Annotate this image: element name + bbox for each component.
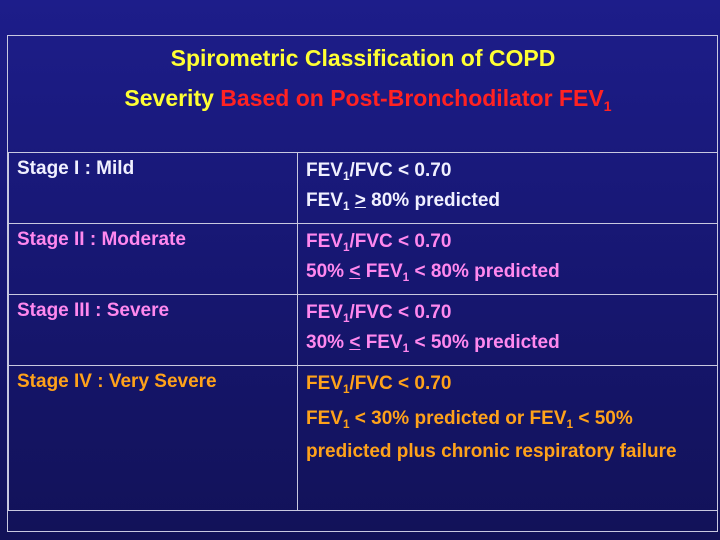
fev-mid: FEV [360,332,403,353]
table-row-stage-2: Stage II : Moderate FEV1/FVC < 0.70 50% … [8,223,718,295]
stage-2-criteria: FEV1/FVC < 0.70 50% < FEV1 < 80% predict… [297,223,718,295]
ratio-post: /FVC < 0.70 [349,160,452,181]
fev-sub-2: 1 [566,418,574,432]
fev-sub: 1 [402,342,410,356]
ratio-post: /FVC < 0.70 [349,373,452,394]
ratio-post: /FVC < 0.70 [349,231,452,252]
slide-title: Spirometric Classification of COPD Sever… [8,36,718,152]
stage-4-extra: predicted plus chronic respiratory failu… [306,441,677,462]
fev-post: < 50% [573,408,633,429]
title-line-1: Spirometric Classification of COPD [170,45,556,71]
title-subscript: 1 [603,98,612,115]
stage-2-fev: 50% < FEV1 < 80% predicted [306,257,709,287]
fev-post: < 50% predicted [409,332,560,353]
stage-1-label: Stage I : Mild [8,152,298,224]
ratio-sub: 1 [342,170,350,184]
fev-mid: < 30% predicted or FEV [349,408,567,429]
ratio-pre: FEV [306,373,343,394]
fev-pre: FEV [306,408,343,429]
title-severity: Severity [124,85,221,111]
fev-pre: FEV [306,190,343,211]
stage-1-fev: FEV1 > 80% predicted [306,186,709,216]
fev-post: 80% predicted [365,190,500,211]
stage-3-criteria: FEV1/FVC < 0.70 30% < FEV1 < 50% predict… [297,294,718,366]
ratio-sub: 1 [342,383,350,397]
stage-4-criteria: FEV1/FVC < 0.70 FEV1 < 30% predicted or … [297,365,718,511]
stage-4-ratio: FEV1/FVC < 0.70 [306,369,709,399]
ratio-pre: FEV [306,302,343,323]
classification-table: Stage I : Mild FEV1/FVC < 0.70 FEV1 > 80… [8,152,718,511]
fev-pre: 30% [306,332,350,353]
table-row-stage-1: Stage I : Mild FEV1/FVC < 0.70 FEV1 > 80… [8,152,718,224]
fev-operator: < [349,261,361,282]
fev-sub: 1 [342,418,350,432]
stage-2-ratio: FEV1/FVC < 0.70 [306,227,709,257]
fev-sub: 1 [402,271,410,285]
slide-frame [7,35,718,532]
stage-3-fev: 30% < FEV1 < 50% predicted [306,328,709,358]
table-row-stage-3: Stage III : Severe FEV1/FVC < 0.70 30% <… [8,294,718,366]
title-based-on-text: Based on Post-Bronchodilator FEV [220,85,604,111]
ratio-post: /FVC < 0.70 [349,302,452,323]
stage-4-fev: FEV1 < 30% predicted or FEV1 < 50% [306,407,709,430]
ratio-sub: 1 [342,241,350,255]
stage-2-label: Stage II : Moderate [8,223,298,295]
fev-sub: 1 [342,200,350,214]
stage-1-ratio: FEV1/FVC < 0.70 [306,156,709,186]
stage-4-label: Stage IV : Very Severe [8,365,298,511]
fev-operator: < [349,332,361,353]
fev-operator: > [354,190,366,211]
title-line-2: Severity Based on Post-Bronchodilator FE… [18,78,718,118]
ratio-sub: 1 [342,312,350,326]
ratio-pre: FEV [306,231,343,252]
stage-3-ratio: FEV1/FVC < 0.70 [306,298,709,328]
fev-mid: FEV [360,261,403,282]
ratio-pre: FEV [306,160,343,181]
table-row-stage-4: Stage IV : Very Severe FEV1/FVC < 0.70 F… [8,365,718,511]
fev-pre: 50% [306,261,350,282]
title-based-on: Based on Post-Bronchodilator FEV1 [220,85,611,114]
fev-post: < 80% predicted [409,261,560,282]
stage-3-label: Stage III : Severe [8,294,298,366]
stage-1-criteria: FEV1/FVC < 0.70 FEV1 > 80% predicted [297,152,718,224]
